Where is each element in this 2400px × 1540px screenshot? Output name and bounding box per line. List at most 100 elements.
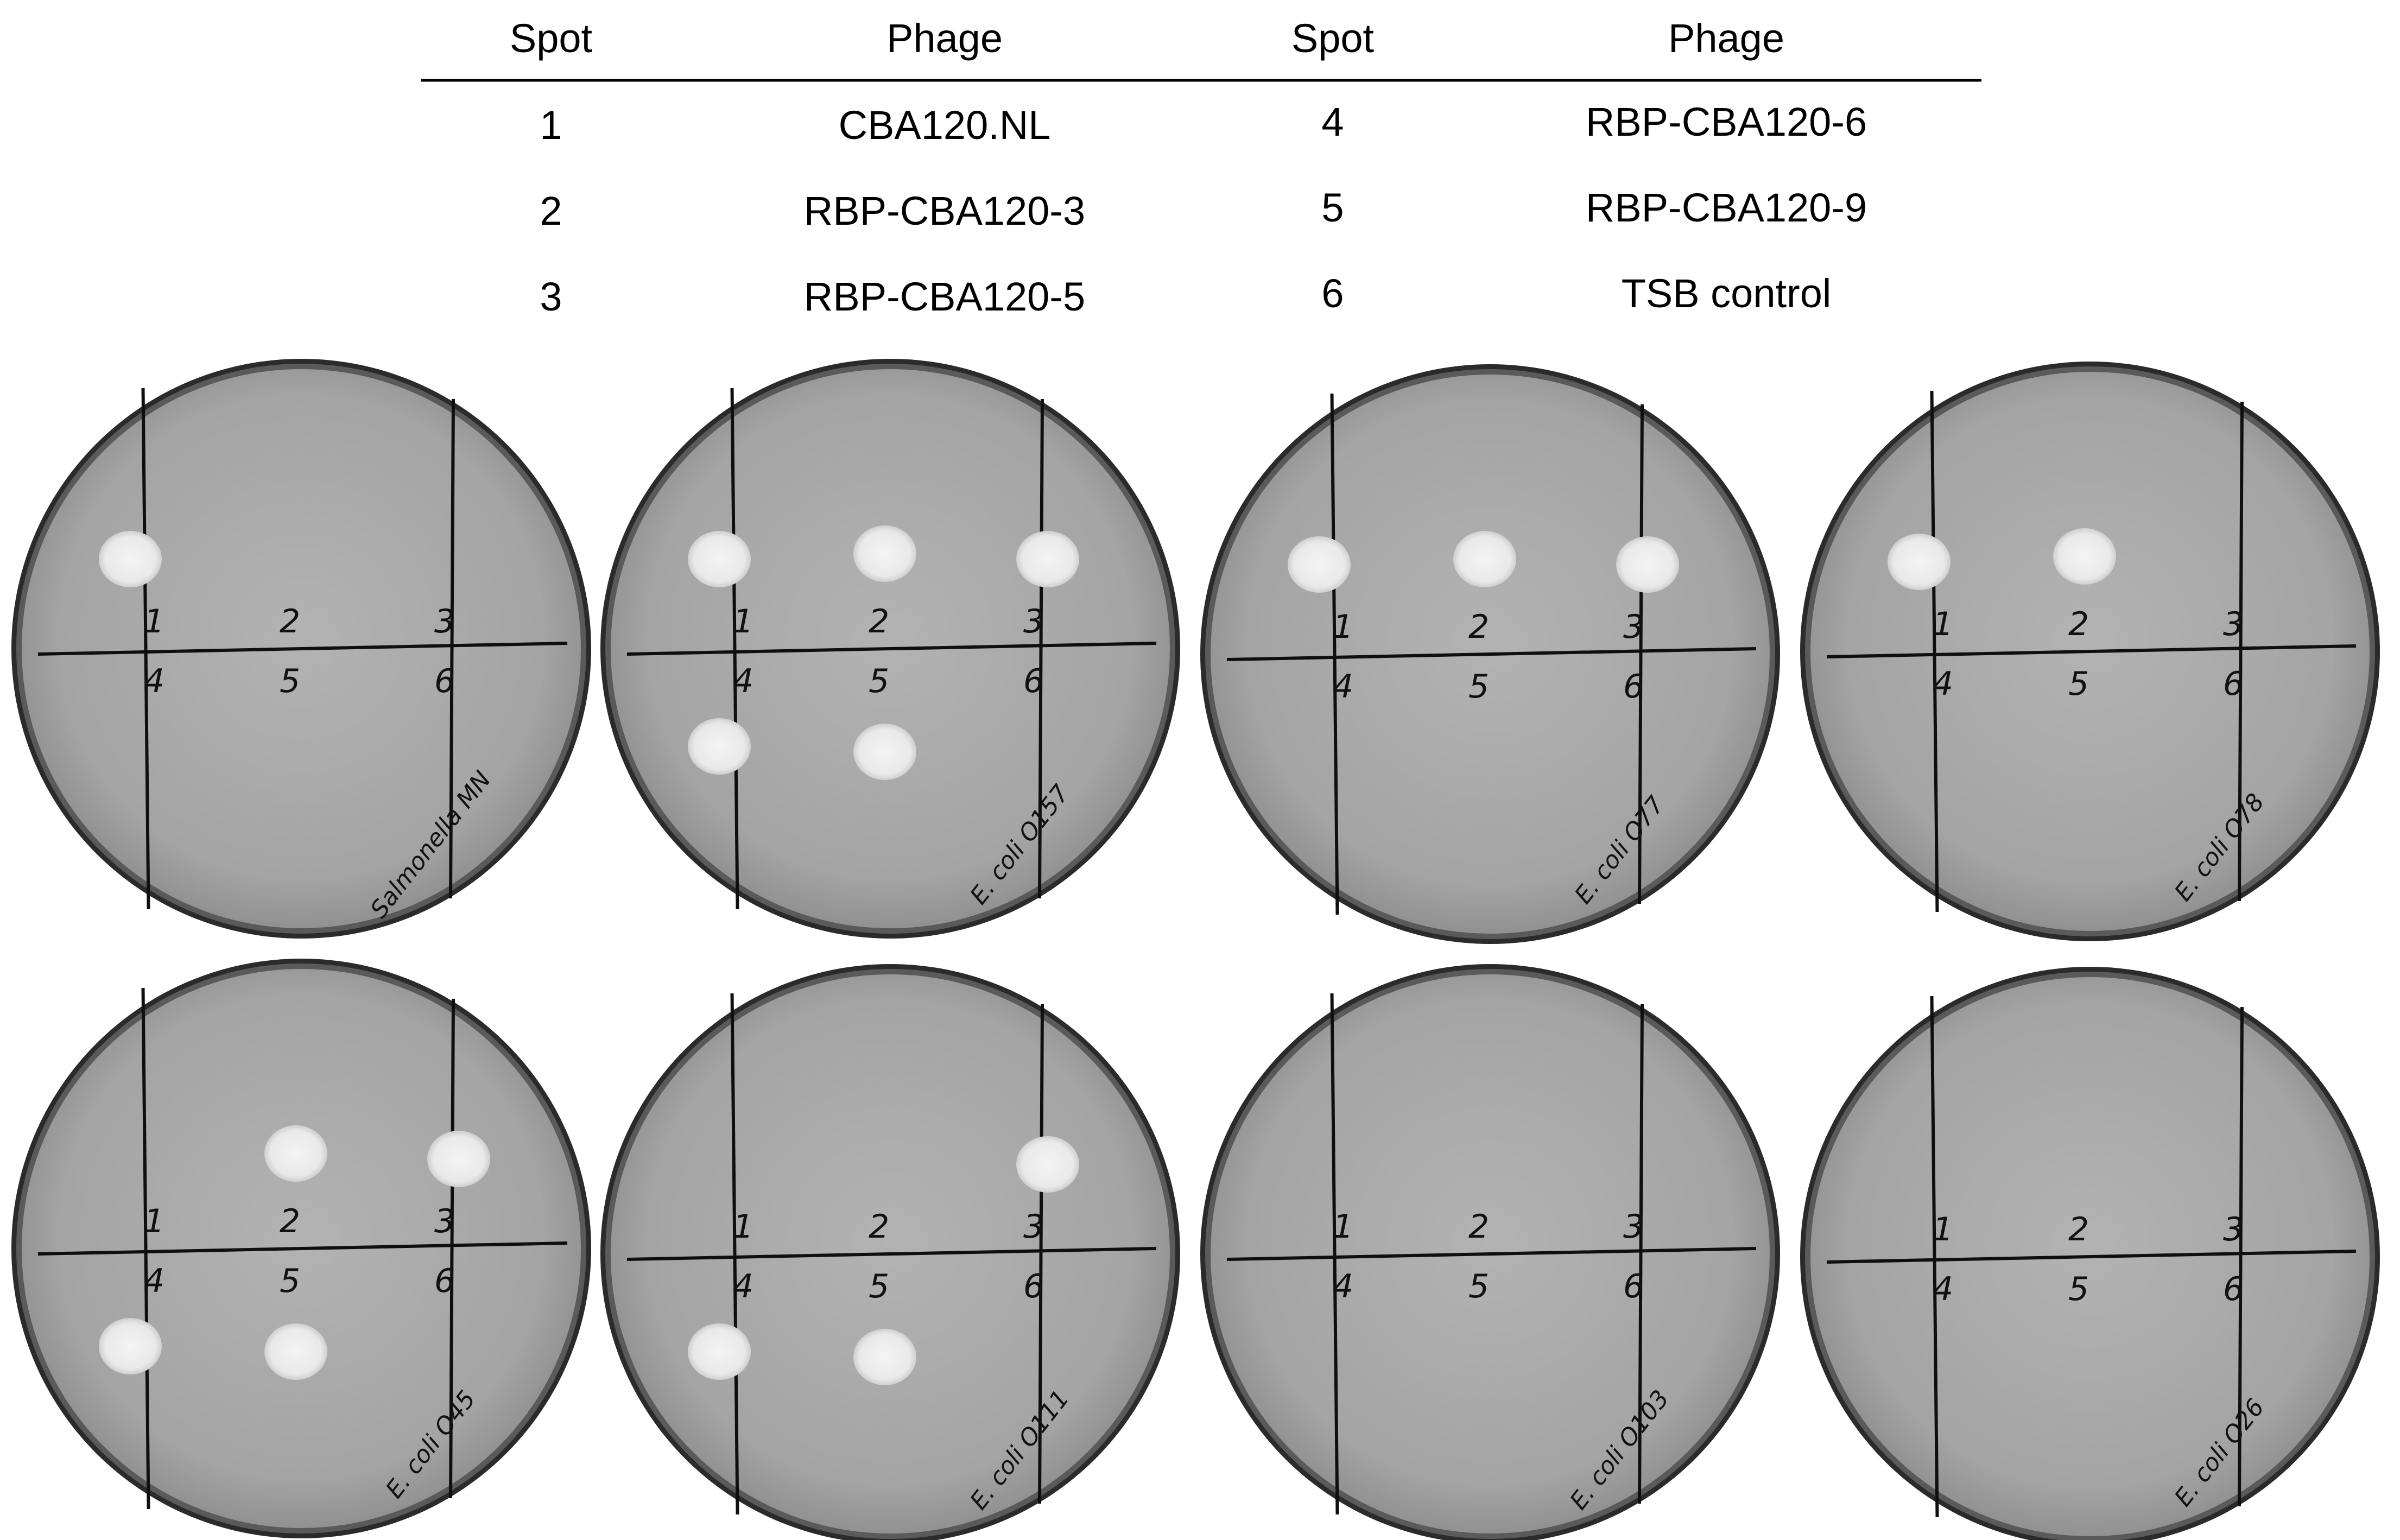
marker-vertical-line-right — [1038, 1004, 1044, 1504]
plaque-spot — [1016, 1136, 1079, 1193]
sector-number: 5 — [1468, 1268, 1489, 1305]
legend-phage-a-2: RBP-CBA120-3 — [804, 188, 1085, 233]
legend-phage-b-1: RBP-CBA120-6 — [1586, 99, 1867, 144]
marker-vertical-line-right — [1638, 404, 1644, 904]
sector-number: 5 — [1468, 668, 1489, 706]
legend-spot-a-2: 2 — [540, 188, 562, 233]
sector-number: 4 — [733, 1268, 753, 1305]
sector-number: 6 — [1623, 668, 1644, 706]
legend-phage-a-3: RBP-CBA120-5 — [804, 274, 1085, 319]
sector-number: 5 — [869, 1268, 889, 1305]
marker-horizontal-line — [626, 1247, 1157, 1261]
plaque-spot — [688, 1323, 751, 1380]
sector-number: 1 — [144, 1202, 164, 1240]
sector-number: 3 — [2223, 605, 2244, 643]
plaque-spot — [1616, 536, 1679, 593]
sector-number: 3 — [1623, 1208, 1644, 1246]
sector-number: 6 — [2223, 665, 2244, 703]
plaque-spot — [1888, 534, 1951, 590]
sector-number: 3 — [1623, 608, 1644, 646]
marker-horizontal-line — [1226, 1247, 1757, 1261]
sector-number: 2 — [2068, 1211, 2089, 1249]
legend-spot-a-3: 3 — [540, 274, 562, 319]
sector-number: 1 — [1333, 608, 1353, 646]
sector-number: 4 — [1933, 1270, 1953, 1308]
marker-vertical-line-right — [449, 398, 455, 899]
sector-number: 3 — [2223, 1211, 2244, 1249]
plaque-spot — [688, 531, 751, 587]
marker-vertical-line-left — [1330, 393, 1339, 915]
sector-number: 1 — [733, 603, 753, 641]
legend-phage-b-3: TSB control — [1622, 271, 1832, 316]
plaque-spot — [2053, 528, 2116, 585]
sector-number: 6 — [2223, 1270, 2244, 1308]
marker-horizontal-line — [1826, 1250, 2357, 1264]
marker-vertical-line-left — [141, 987, 150, 1510]
sector-number: 2 — [2068, 605, 2089, 643]
marker-vertical-line-left — [1930, 996, 1939, 1518]
sector-number: 2 — [1468, 1208, 1489, 1246]
plaque-spot — [853, 724, 916, 780]
sector-number: 4 — [144, 1262, 164, 1300]
marker-vertical-line-right — [2238, 1006, 2244, 1507]
marker-horizontal-line — [626, 642, 1157, 656]
legend-header-spot-1: Spot — [510, 16, 593, 61]
sector-number: 3 — [434, 603, 455, 641]
sector-number: 1 — [144, 603, 164, 641]
plaque-spot — [99, 1318, 162, 1374]
sector-number: 2 — [869, 603, 889, 641]
plaque-spot — [1016, 531, 1079, 587]
marker-vertical-line-left — [730, 993, 739, 1515]
marker-vertical-line-right — [2238, 401, 2244, 902]
sector-number: 1 — [1333, 1208, 1353, 1246]
sector-number: 5 — [2068, 665, 2089, 703]
sector-number: 6 — [1623, 1268, 1644, 1305]
sector-number: 5 — [869, 662, 889, 700]
legend-spot-b-2: 5 — [1321, 185, 1344, 230]
sector-number: 6 — [434, 1262, 455, 1300]
sector-number: 1 — [733, 1208, 753, 1246]
sector-number: 3 — [1023, 1208, 1044, 1246]
sector-number: 2 — [869, 1208, 889, 1246]
sector-number: 6 — [1023, 662, 1044, 700]
marker-vertical-line-left — [1930, 390, 1939, 912]
sector-number: 2 — [280, 1202, 300, 1240]
plaque-spot — [688, 718, 751, 775]
sector-number: 6 — [1023, 1268, 1044, 1305]
phage-legend-table: Spot Phage Spot Phage 1 CBA120.NL 4 RBP-… — [421, 16, 1981, 319]
sector-number: 6 — [434, 662, 455, 700]
plaque-spot — [1288, 536, 1351, 593]
marker-vertical-line-right — [1038, 398, 1044, 899]
marker-horizontal-line — [37, 642, 568, 656]
petri-plate: 1 2 34 5 6E. coli O103 — [1200, 964, 1780, 1540]
plaque-spot — [99, 531, 162, 587]
legend-header-phage-1: Phage — [886, 16, 1003, 61]
sector-number: 1 — [1933, 1211, 1953, 1249]
plaque-spot — [853, 525, 916, 582]
petri-plate: 1 2 34 5 6E. coli O78 — [1800, 362, 2380, 941]
petri-plate: 1 2 34 5 6E. coli O45 — [11, 959, 591, 1538]
sector-number: 5 — [280, 1262, 300, 1300]
sector-number: 5 — [2068, 1270, 2089, 1308]
plaque-spot — [427, 1131, 490, 1187]
marker-vertical-line-left — [141, 388, 150, 910]
legend-spot-b-3: 6 — [1321, 271, 1344, 316]
sector-number: 2 — [1468, 608, 1489, 646]
sector-number: 3 — [434, 1202, 455, 1240]
plaque-spot — [264, 1323, 327, 1380]
sector-number: 4 — [1933, 665, 1953, 703]
sector-number: 2 — [280, 603, 300, 641]
sector-number: 3 — [1023, 603, 1044, 641]
sector-number: 4 — [1333, 668, 1353, 706]
petri-plate: 1 2 34 5 6E. coli O111 — [600, 964, 1180, 1540]
legend-header-phage-2: Phage — [1668, 16, 1784, 61]
sector-number: 4 — [1333, 1268, 1353, 1305]
sector-number: 1 — [1933, 605, 1953, 643]
marker-horizontal-line — [1226, 647, 1757, 661]
petri-plate: 1 2 34 5 6E. coli O77 — [1200, 364, 1780, 944]
legend-header-spot-2: Spot — [1291, 16, 1375, 61]
legend-phage-a-1: CBA120.NL — [839, 103, 1051, 148]
plaque-spot — [853, 1329, 916, 1385]
legend-spot-b-1: 4 — [1321, 99, 1344, 144]
